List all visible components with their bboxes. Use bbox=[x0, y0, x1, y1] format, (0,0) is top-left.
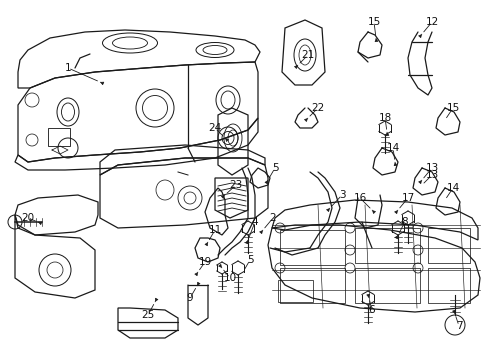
Text: 5: 5 bbox=[246, 255, 253, 265]
Text: 20: 20 bbox=[22, 213, 35, 223]
Text: 8: 8 bbox=[402, 217, 408, 227]
Text: 25: 25 bbox=[142, 310, 155, 320]
Text: 15: 15 bbox=[368, 17, 381, 27]
Text: 3: 3 bbox=[339, 190, 345, 200]
Bar bbox=[428, 228, 470, 263]
Bar bbox=[278, 280, 313, 302]
Text: 17: 17 bbox=[401, 193, 415, 203]
Text: 15: 15 bbox=[446, 103, 460, 113]
Text: 10: 10 bbox=[223, 273, 237, 283]
Text: 2: 2 bbox=[270, 213, 276, 223]
Text: 9: 9 bbox=[187, 293, 194, 303]
Bar bbox=[428, 268, 470, 303]
Text: 4: 4 bbox=[252, 217, 258, 227]
Text: 16: 16 bbox=[353, 193, 367, 203]
Text: 22: 22 bbox=[311, 103, 325, 113]
Text: 5: 5 bbox=[271, 163, 278, 173]
Bar bbox=[355, 228, 420, 263]
Bar bbox=[280, 230, 345, 265]
Text: 6: 6 bbox=[368, 305, 375, 315]
Text: 13: 13 bbox=[425, 163, 439, 173]
Bar bbox=[48, 128, 70, 146]
Text: 23: 23 bbox=[229, 180, 243, 190]
Text: 1: 1 bbox=[65, 63, 72, 73]
Text: 7: 7 bbox=[456, 321, 462, 331]
Text: 11: 11 bbox=[208, 225, 221, 235]
Text: 18: 18 bbox=[378, 113, 392, 123]
Text: 24: 24 bbox=[208, 123, 221, 133]
Text: 12: 12 bbox=[425, 17, 439, 27]
Bar bbox=[280, 268, 345, 303]
Text: 21: 21 bbox=[301, 50, 315, 60]
Text: 13: 13 bbox=[425, 170, 439, 180]
Bar bbox=[355, 268, 420, 303]
Text: 14: 14 bbox=[446, 183, 460, 193]
Text: 19: 19 bbox=[198, 257, 212, 267]
Text: 14: 14 bbox=[387, 143, 400, 153]
